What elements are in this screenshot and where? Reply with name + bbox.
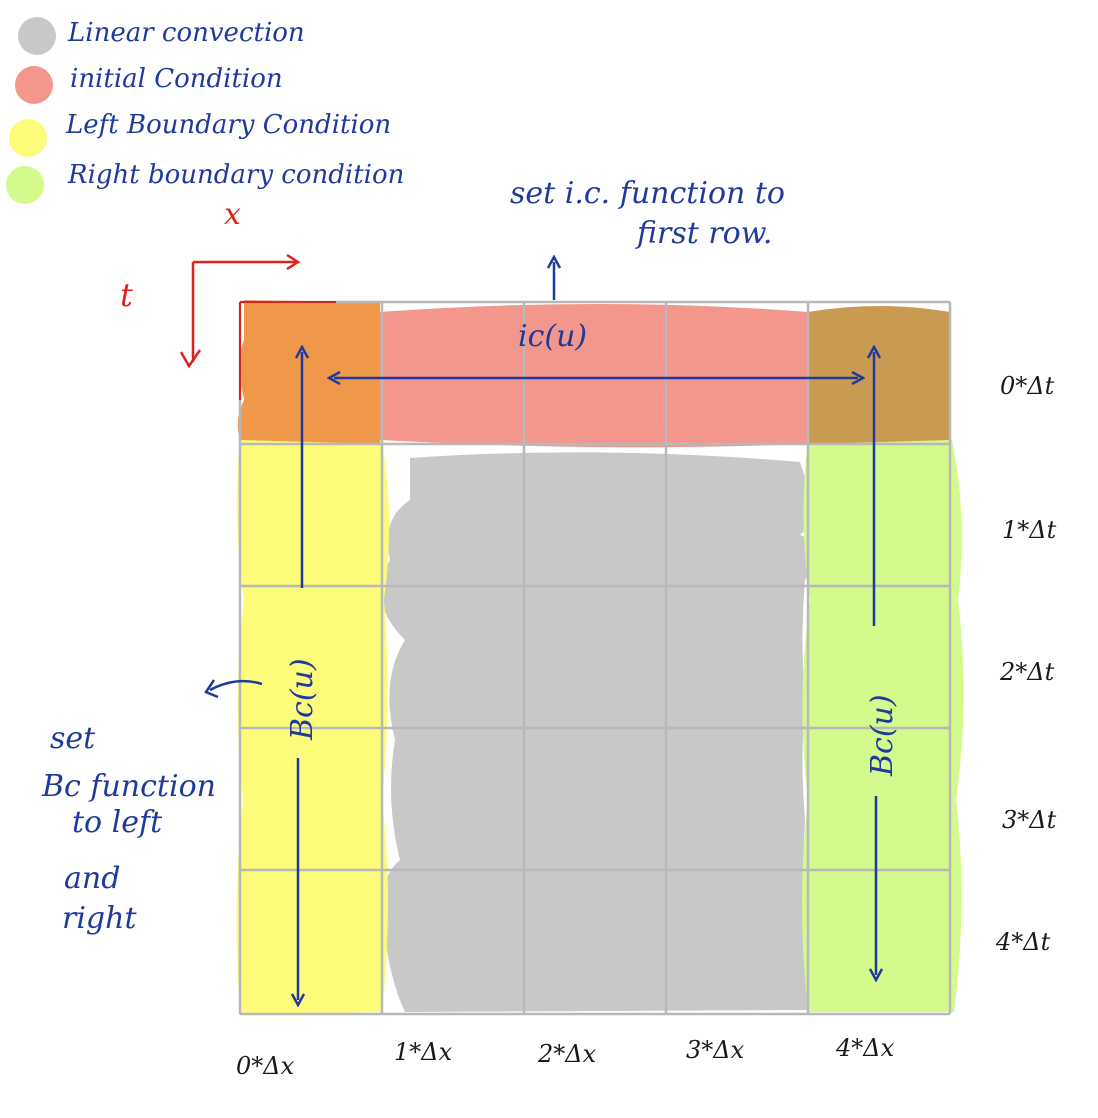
- right-bc-label: Bc(u): [865, 694, 900, 777]
- x-tick-label: 0*Δx: [236, 1052, 295, 1080]
- regions: [236, 300, 964, 1014]
- bc-note-line2: Bc function: [41, 769, 216, 804]
- t-tick-label: 0*Δt: [1000, 372, 1055, 400]
- t-tick-label: 1*Δt: [1002, 516, 1057, 544]
- x-tick-label: 2*Δx: [537, 1040, 597, 1068]
- left-bc-label: Bc(u): [285, 658, 320, 741]
- legend-swatch-left-boundary: [9, 119, 47, 157]
- bc-note-arrow: [209, 679, 263, 692]
- x-tick-label: 1*Δx: [394, 1038, 453, 1066]
- bc-note-line1: set: [50, 721, 96, 756]
- legend-label-left-boundary: Left Boundary Condition: [65, 110, 391, 140]
- ic-note-line2: first row.: [635, 216, 772, 251]
- right-corner-region: [808, 306, 950, 444]
- bc-note-line5: right: [62, 901, 137, 936]
- t-axis-label: t: [120, 276, 133, 314]
- x-tick-label: 3*Δx: [686, 1036, 745, 1064]
- axis-indicator: x t: [120, 197, 296, 369]
- t-tick-labels: 0*Δt 1*Δt 2*Δt 3*Δt 4*Δt: [995, 372, 1057, 956]
- legend-label-right-boundary: Right boundary condition: [67, 160, 404, 190]
- legend-swatch-linear-convection: [18, 17, 56, 55]
- left-corner-region: [237, 300, 380, 444]
- t-tick-label: 3*Δt: [1002, 806, 1057, 834]
- t-tick-label: 2*Δt: [999, 658, 1055, 686]
- x-axis-label: x: [224, 197, 241, 232]
- initial-condition-region: [380, 304, 808, 448]
- bc-note-line3: to left: [72, 805, 163, 840]
- grid: [238, 300, 952, 1016]
- t-arrowhead: [179, 349, 202, 369]
- bc-note-line4: and: [64, 861, 120, 896]
- x-tick-labels: 0*Δx 1*Δx 2*Δx 3*Δx 4*Δx: [236, 1034, 895, 1080]
- t-tick-label: 4*Δt: [995, 928, 1051, 956]
- ic-note-line1: set i.c. function to: [510, 176, 785, 211]
- legend-label-linear-convection: Linear convection: [67, 18, 305, 48]
- legend-swatch-initial-condition: [15, 66, 53, 104]
- legend: Linear convection initial Condition Left…: [6, 17, 404, 204]
- bc-note-arrowhead: [204, 679, 219, 699]
- ic-label: ic(u): [518, 319, 587, 354]
- legend-swatch-right-boundary: [6, 166, 44, 204]
- x-tick-label: 4*Δx: [835, 1034, 895, 1062]
- linear-convection-region: [380, 452, 826, 1012]
- legend-label-initial-condition: initial Condition: [70, 64, 283, 94]
